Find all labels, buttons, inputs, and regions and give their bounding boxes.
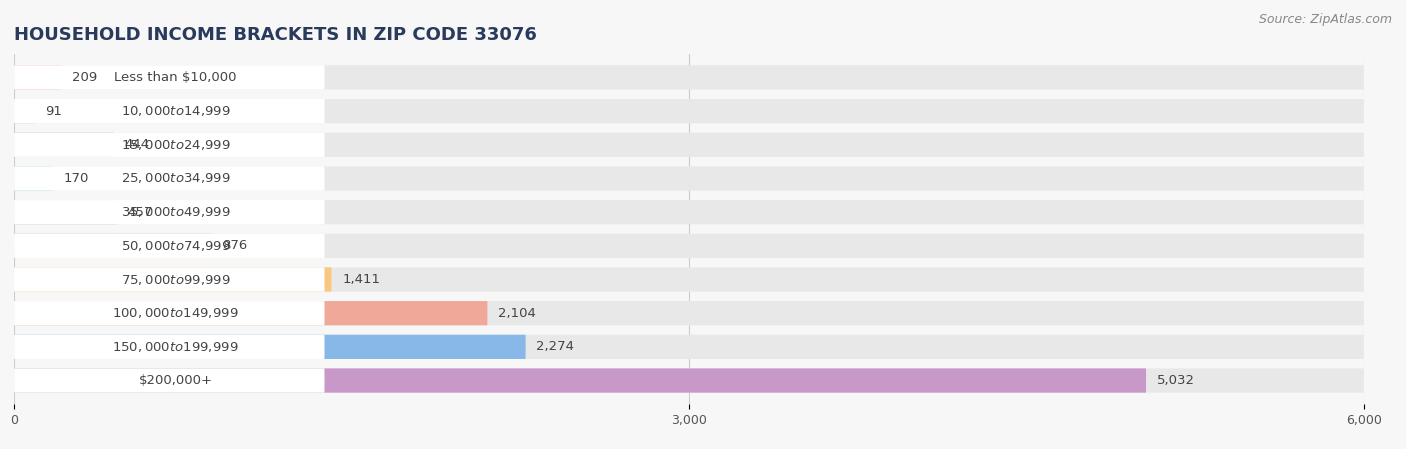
Text: $35,000 to $49,999: $35,000 to $49,999 [121,205,231,219]
Text: 170: 170 [63,172,89,185]
FancyBboxPatch shape [14,65,60,89]
Text: $150,000 to $199,999: $150,000 to $199,999 [112,340,239,354]
FancyBboxPatch shape [14,233,211,258]
FancyBboxPatch shape [14,133,325,157]
FancyBboxPatch shape [14,368,1146,392]
Text: 209: 209 [72,71,97,84]
FancyBboxPatch shape [14,166,52,190]
Text: $100,000 to $149,999: $100,000 to $149,999 [112,306,239,320]
Text: $25,000 to $34,999: $25,000 to $34,999 [121,172,231,185]
FancyBboxPatch shape [14,368,1364,392]
Text: 91: 91 [45,105,62,118]
Text: 1,411: 1,411 [342,273,380,286]
Text: $75,000 to $99,999: $75,000 to $99,999 [121,273,231,286]
FancyBboxPatch shape [14,65,325,89]
FancyBboxPatch shape [14,133,1364,157]
FancyBboxPatch shape [14,335,1364,359]
Text: 2,274: 2,274 [537,340,575,353]
FancyBboxPatch shape [14,99,325,123]
Text: 444: 444 [125,138,150,151]
FancyBboxPatch shape [14,267,325,292]
Text: Less than $10,000: Less than $10,000 [114,71,236,84]
Text: 2,104: 2,104 [498,307,536,320]
Text: $10,000 to $14,999: $10,000 to $14,999 [121,104,231,118]
FancyBboxPatch shape [14,368,325,392]
FancyBboxPatch shape [14,200,1364,224]
FancyBboxPatch shape [14,335,526,359]
FancyBboxPatch shape [14,166,325,190]
Text: $200,000+: $200,000+ [139,374,212,387]
FancyBboxPatch shape [14,301,1364,325]
FancyBboxPatch shape [14,233,1364,258]
FancyBboxPatch shape [14,99,35,123]
FancyBboxPatch shape [14,301,488,325]
FancyBboxPatch shape [14,267,1364,292]
Text: 457: 457 [128,206,153,219]
FancyBboxPatch shape [14,335,325,359]
Text: 5,032: 5,032 [1157,374,1195,387]
FancyBboxPatch shape [14,99,1364,123]
Text: $50,000 to $74,999: $50,000 to $74,999 [121,239,231,253]
FancyBboxPatch shape [14,65,1364,89]
Text: 876: 876 [222,239,247,252]
FancyBboxPatch shape [14,301,325,325]
FancyBboxPatch shape [14,267,332,292]
FancyBboxPatch shape [14,200,117,224]
FancyBboxPatch shape [14,200,325,224]
FancyBboxPatch shape [14,166,1364,190]
Text: Source: ZipAtlas.com: Source: ZipAtlas.com [1258,13,1392,26]
FancyBboxPatch shape [14,233,325,258]
Text: HOUSEHOLD INCOME BRACKETS IN ZIP CODE 33076: HOUSEHOLD INCOME BRACKETS IN ZIP CODE 33… [14,26,537,44]
Text: $15,000 to $24,999: $15,000 to $24,999 [121,138,231,152]
FancyBboxPatch shape [14,133,114,157]
